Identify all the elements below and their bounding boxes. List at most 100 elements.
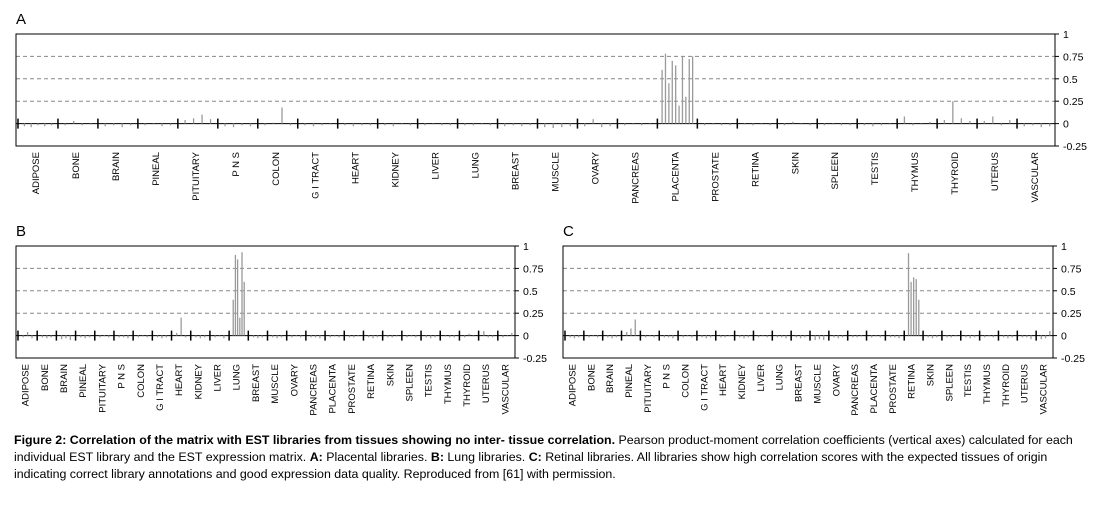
x-tick-label: VASCULAR: [500, 364, 511, 415]
x-tick-label: P N S: [662, 364, 673, 389]
x-tick-label: PANCREAS: [308, 364, 319, 416]
x-tick-label: THYROID: [462, 364, 473, 407]
y-tick-label: 0.5: [1063, 74, 1078, 86]
caption-key: C:: [528, 450, 542, 464]
x-tick-label: HEART: [174, 364, 185, 396]
x-tick-label: BRAIN: [59, 364, 70, 393]
y-tick-label: 0.75: [1063, 51, 1084, 63]
x-tick-label: G I TRACT: [699, 364, 710, 411]
x-tick-label: COLON: [271, 152, 282, 186]
x-tick-label: KIDNEY: [193, 363, 204, 399]
x-tick-label: OVARY: [289, 363, 300, 396]
x-tick-label: LUNG: [775, 364, 786, 390]
x-tick-label: TESTIS: [424, 364, 435, 397]
x-tick-label: RETINA: [907, 363, 918, 399]
x-tick-label: OVARY: [831, 363, 842, 396]
caption-text: Placental libraries.: [322, 450, 431, 464]
x-tick-label: THYMUS: [910, 152, 921, 192]
y-tick-label: -0.25: [523, 353, 547, 365]
x-tick-label: SPLEEN: [404, 364, 415, 402]
x-tick-label: TESTIS: [870, 152, 881, 185]
x-tick-label: PITUITARY: [643, 363, 654, 412]
x-tick-label: KIDNEY: [391, 151, 402, 187]
y-tick-label: 1: [523, 241, 529, 253]
x-tick-label: BRAIN: [111, 152, 122, 181]
x-tick-label: MUSCLE: [812, 364, 823, 404]
x-tick-label: SKIN: [790, 152, 801, 174]
x-tick-label: PITUITARY: [191, 151, 202, 200]
x-tick-label: BREAST: [794, 364, 805, 402]
x-tick-label: LUNG: [471, 152, 482, 178]
y-tick-label: 0: [1063, 119, 1069, 131]
x-tick-label: TESTIS: [963, 364, 974, 397]
x-tick-label: PLACENTA: [670, 151, 681, 201]
y-tick-label: 0: [523, 331, 529, 343]
x-tick-label: RETINA: [366, 363, 377, 399]
caption: Figure 2: Correlation of the matrix with…: [14, 432, 1102, 483]
x-tick-label: G I TRACT: [311, 152, 322, 199]
caption-text: Pearson product-moment correlation coeff…: [14, 433, 1073, 464]
x-tick-label: KIDNEY: [737, 363, 748, 399]
x-tick-label: G I TRACT: [155, 364, 166, 411]
x-tick-label: PITUITARY: [97, 363, 108, 412]
y-tick-label: 0: [1061, 331, 1067, 343]
y-tick-label: 0.25: [1061, 308, 1082, 320]
x-tick-label: LIVER: [431, 152, 442, 180]
x-tick-label: RETINA: [750, 151, 761, 187]
x-tick-label: BREAST: [251, 364, 262, 402]
y-tick-label: 0.75: [523, 263, 544, 275]
caption-text: Retinal libraries. All libraries show hi…: [14, 450, 1048, 481]
x-tick-label: SPLEEN: [944, 364, 955, 402]
x-tick-label: PLACENTA: [328, 363, 339, 413]
plot-frame: [15, 33, 1056, 147]
x-tick-label: SPLEEN: [830, 152, 841, 190]
y-tick-label: 0.5: [1061, 286, 1076, 298]
y-tick-label: 0.25: [523, 308, 544, 320]
x-tick-label: BONE: [586, 364, 597, 391]
x-tick-label: OVARY: [590, 151, 601, 184]
x-tick-label: UTERUS: [990, 152, 1001, 191]
x-tick-label: ADIPOSE: [31, 152, 42, 194]
caption-key: A:: [309, 450, 323, 464]
plot-frame: [15, 245, 516, 359]
panel-label: B: [16, 223, 26, 240]
x-tick-label: MUSCLE: [270, 364, 281, 404]
x-tick-label: THYMUS: [982, 364, 993, 404]
x-tick-label: LIVER: [213, 364, 224, 392]
y-tick-label: 0.25: [1063, 96, 1084, 108]
x-tick-label: UTERUS: [481, 364, 492, 403]
caption-text: Lung libraries.: [443, 450, 529, 464]
x-tick-label: BREAST: [511, 152, 522, 190]
plot-frame: [562, 245, 1054, 359]
x-tick-label: COLON: [681, 364, 692, 398]
x-tick-label: THYMUS: [443, 364, 454, 404]
x-tick-label: ADIPOSE: [567, 364, 578, 406]
panel-label: C: [563, 223, 574, 240]
x-tick-label: THYROID: [950, 152, 961, 195]
panel-label: A: [16, 11, 26, 28]
caption-key: B:: [430, 450, 444, 464]
x-tick-label: LIVER: [756, 364, 767, 392]
x-tick-label: VASCULAR: [1030, 152, 1041, 203]
y-tick-label: 1: [1063, 29, 1069, 41]
x-tick-label: PINEAL: [78, 364, 89, 398]
x-tick-label: THYROID: [1001, 364, 1012, 407]
x-tick-label: P N S: [117, 364, 128, 389]
x-tick-label: MUSCLE: [550, 152, 561, 192]
x-tick-label: UTERUS: [1020, 364, 1031, 403]
x-tick-label: PINEAL: [624, 364, 635, 398]
x-tick-label: SKIN: [385, 364, 396, 386]
x-tick-label: SKIN: [926, 364, 937, 386]
x-tick-label: BRAIN: [605, 364, 616, 393]
x-tick-label: PANCREAS: [850, 364, 861, 416]
y-tick-label: -0.25: [1063, 141, 1087, 153]
x-tick-label: PROSTATE: [888, 364, 899, 414]
x-tick-label: BONE: [71, 152, 82, 179]
y-tick-label: -0.25: [1061, 353, 1085, 365]
x-tick-label: P N S: [231, 152, 242, 177]
x-tick-label: VASCULAR: [1039, 364, 1050, 415]
x-tick-label: HEART: [351, 152, 362, 184]
y-tick-label: 0.5: [523, 286, 538, 298]
x-tick-label: PROSTATE: [347, 364, 358, 414]
